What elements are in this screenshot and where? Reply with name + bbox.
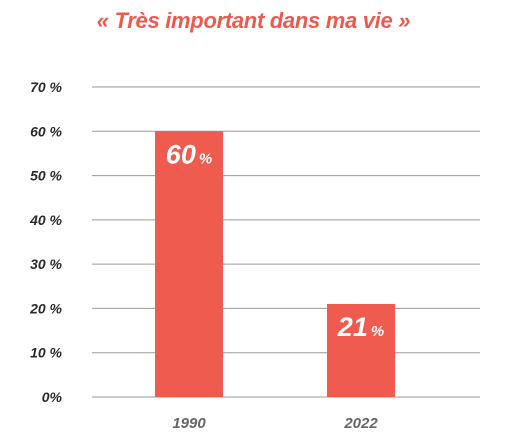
x-tick-label: 2022 bbox=[343, 415, 378, 432]
y-tick-label: 0% bbox=[42, 389, 63, 405]
y-tick-label: 20 % bbox=[29, 300, 62, 316]
y-tick-label: 70 % bbox=[30, 79, 62, 95]
data-label-value: 21 bbox=[337, 312, 368, 342]
y-tick-label: 60 % bbox=[30, 123, 62, 139]
x-tick-label: 1990 bbox=[172, 415, 206, 432]
bar-2022 bbox=[327, 304, 395, 397]
chart-title: « Très important dans ma vie » bbox=[96, 8, 411, 33]
data-label-unit: % bbox=[371, 323, 384, 340]
data-label-2022: 21% bbox=[337, 312, 384, 342]
y-tick-label: 10 % bbox=[30, 345, 62, 361]
data-label-1990: 60% bbox=[166, 139, 212, 169]
y-tick-label: 50 % bbox=[30, 168, 62, 184]
data-label-unit: % bbox=[199, 150, 212, 167]
y-tick-label: 30 % bbox=[30, 256, 62, 272]
data-label-value: 60 bbox=[166, 139, 196, 169]
bar-1990 bbox=[155, 131, 223, 398]
y-tick-label: 40 % bbox=[29, 212, 62, 228]
